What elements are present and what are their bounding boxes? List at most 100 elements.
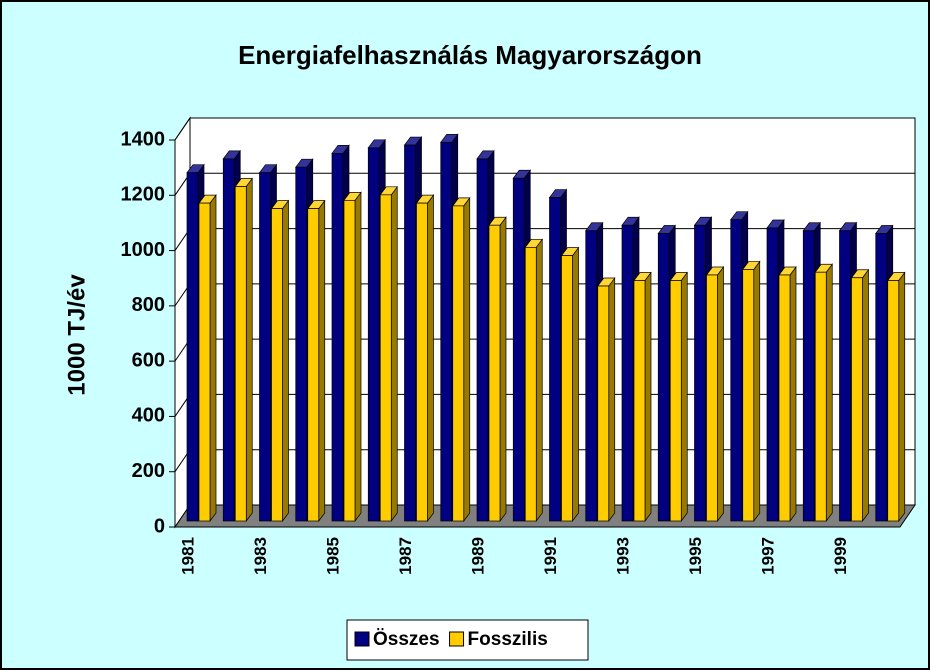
bar-front [331,153,344,522]
bar-front [186,172,199,522]
bar-front [742,269,755,522]
bar-front [694,224,706,522]
bar [597,276,616,523]
x-tick-label: 1991 [541,537,560,575]
x-tick-label: 1997 [759,537,778,575]
bar-front [198,202,211,522]
bar-front [379,194,392,522]
y-tick-label: 1200 [121,184,166,206]
bar-side [862,268,869,523]
bar-side [427,194,434,523]
bar-side [753,260,761,523]
bar [560,246,580,523]
bar [488,216,507,523]
bar-side [644,271,652,523]
bar-front [512,177,525,522]
bar [307,199,326,523]
legend-label: Összes [373,629,440,650]
bar-front [404,144,416,522]
legend: Összes Fosszilis [346,619,589,661]
bar-front [524,246,537,522]
bar-front [452,205,465,522]
bar-front [440,141,453,522]
bar-front [271,208,283,522]
legend-swatch [449,631,465,647]
bar [633,271,652,523]
bar-front [343,199,356,522]
bar [705,265,725,523]
bar-side [825,263,833,523]
bar-front [839,230,851,522]
bar-side [499,216,507,523]
x-tick-label: 1985 [324,537,343,575]
bar-front [766,227,779,522]
bar [452,196,471,523]
bar [814,263,833,523]
bar-side [463,196,471,523]
y-axis-label: 1000 TJ/év [63,274,90,396]
bar-front [307,208,320,522]
bar [524,238,543,523]
bar [887,271,906,523]
legend-box [346,619,589,661]
bar-side [680,271,688,523]
x-tick-label: 1989 [469,537,488,575]
bar [742,260,761,523]
bar-front [778,274,791,522]
y-tick-label: 600 [132,349,165,371]
bar-side [789,265,797,523]
grid-line [174,117,915,141]
bar-front [476,158,489,522]
bar [669,271,688,523]
bar-side [209,194,217,523]
y-tick-label: 0 [154,515,165,537]
bar-front [234,186,247,522]
bar-front [730,219,743,522]
x-tick-label: 1993 [614,537,633,575]
bar [415,194,435,523]
x-tick-label: 1981 [179,537,198,575]
bar-side [608,276,616,523]
bar-front [561,255,573,522]
bar-front [851,277,863,522]
bar-side [717,265,724,523]
bar-front [222,158,235,522]
bar [234,177,253,523]
bar [778,265,797,523]
bar-front [633,280,646,522]
x-tick-label: 1983 [251,537,270,575]
bar-front [295,166,308,522]
bar-side [390,185,398,523]
y-tick-label: 800 [132,294,165,316]
x-tick-label: 1995 [686,537,705,575]
bar-side [898,271,906,523]
bar-front [706,274,718,522]
y-tick-label: 400 [132,405,165,427]
bar [270,199,290,523]
chart-title: Energiafelhasználás Magyarországon [238,40,702,70]
bar-front [875,233,888,522]
y-tick-label: 1000 [121,239,166,261]
bar [198,194,217,523]
x-tick-label: 1987 [396,537,415,575]
bar-front [416,202,428,522]
bar-front [669,280,682,522]
bar-side [245,177,253,523]
bar [343,191,362,523]
bar-front [802,230,815,522]
bar [379,185,398,523]
bar-side [572,246,579,523]
bar-front [657,233,670,522]
bar-front [814,271,827,522]
legend-label: Fosszilis [468,629,548,650]
bar-front [597,285,610,522]
bar-front [585,230,598,522]
y-tick-label: 1400 [121,128,166,150]
y-tick-label: 200 [132,460,165,482]
x-tick-label: 1999 [831,537,850,575]
bar-side [354,191,362,523]
bar-front [367,147,380,522]
bar-front [488,224,501,522]
bar-front [549,197,561,522]
